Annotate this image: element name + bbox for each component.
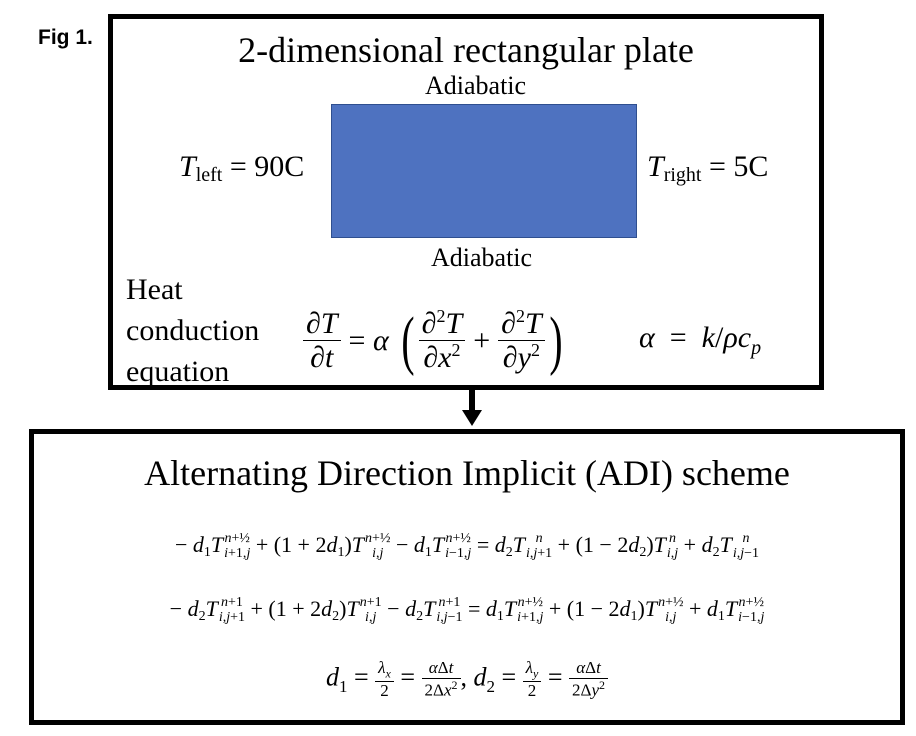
eq-label-line-1: Heat bbox=[126, 273, 183, 306]
arrow-down-icon bbox=[462, 410, 482, 426]
right-bc-subscript: right bbox=[663, 164, 702, 186]
heat-conduction-equation: ∂T ∂t = α ( ∂2T ∂x2 + ∂2T ∂y2 ) bbox=[303, 306, 567, 374]
right-bc-symbol: T bbox=[647, 150, 664, 183]
plate-title: 2-dimensional rectangular plate bbox=[238, 30, 694, 70]
right-boundary-condition: Tright = 5C bbox=[647, 150, 768, 187]
eq-label-line-3: equation bbox=[126, 355, 230, 388]
adi-equation-2: − d2T n+1 i,j+1 + (1 + 2d2)T n+1 i,j − d2T n+… bbox=[169, 595, 765, 625]
adi-panel: Alternating Direction Implicit (ADI) sch… bbox=[29, 429, 905, 725]
adi-equation-1: − d1T n+½ i+1,j + (1 + 2d1)T n+½ i,j − d1T n+… bbox=[174, 531, 760, 561]
alpha-definition: α = k/ρcp bbox=[639, 321, 762, 359]
left-boundary-condition: Tleft = 90C bbox=[179, 150, 304, 187]
rectangular-plate bbox=[331, 104, 637, 238]
left-bc-subscript: left bbox=[195, 164, 223, 186]
figure-label: Fig 1. bbox=[38, 26, 93, 49]
eq-label-line-2: conduction bbox=[126, 314, 260, 347]
plate-panel: 2-dimensional rectangular plate Adiabati… bbox=[108, 14, 824, 390]
left-bc-value: = 90C bbox=[229, 150, 305, 183]
right-bc-value: = 5C bbox=[708, 150, 769, 183]
flow-arrow-shaft bbox=[469, 390, 475, 412]
left-bc-symbol: T bbox=[179, 150, 196, 183]
adi-title: Alternating Direction Implicit (ADI) sch… bbox=[144, 453, 790, 493]
bottom-boundary-label: Adiabatic bbox=[431, 243, 533, 272]
adi-coefficient-definitions: d1 = λx 2 = αΔt 2Δx2, d2 = λy 2 = αΔt 2Δy2 bbox=[34, 658, 900, 700]
top-boundary-label: Adiabatic bbox=[425, 71, 527, 100]
heat-equation-label: Heat conduction equation bbox=[126, 269, 259, 392]
